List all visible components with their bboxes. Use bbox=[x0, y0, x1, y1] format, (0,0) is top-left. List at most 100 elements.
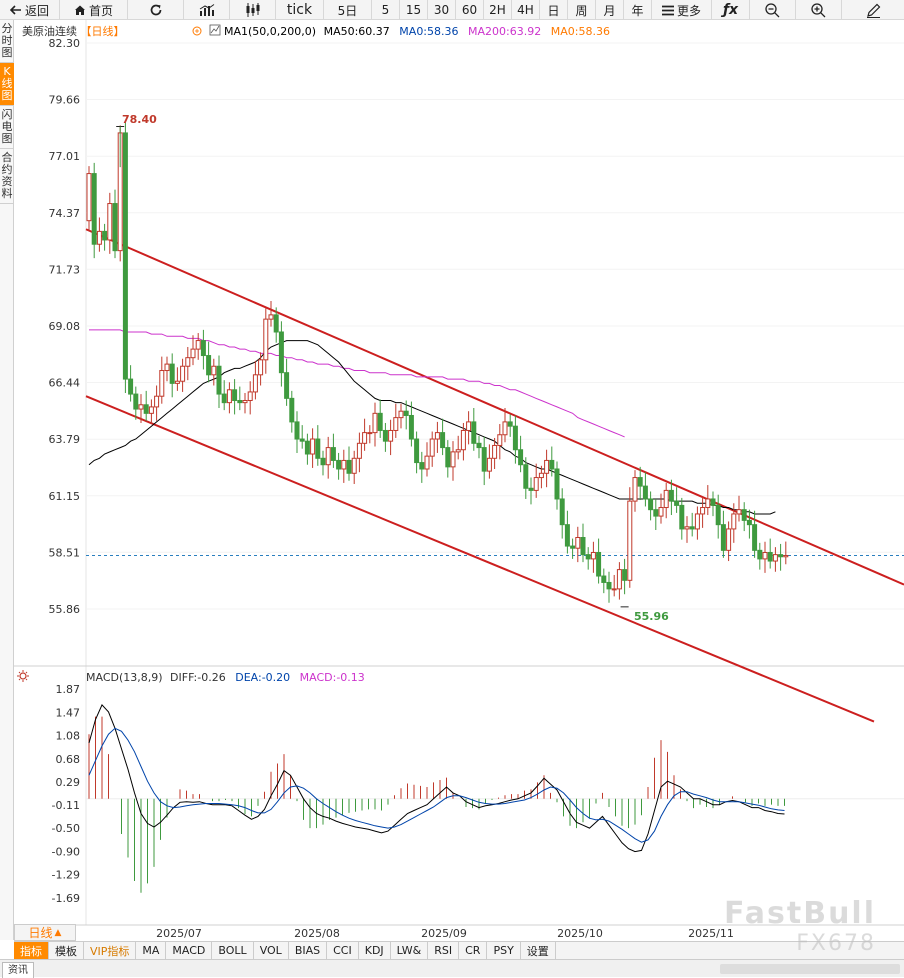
macd-value: MACD:-0.13 bbox=[300, 671, 365, 684]
period-button-5[interactable]: 2H bbox=[484, 0, 512, 20]
candle-body bbox=[523, 464, 529, 489]
candle bbox=[195, 333, 201, 360]
svg-text:MACD(13,8,9) DIFF:-0.26: MACD(13,8,9) DIFF:-0.26 DEA:-0.20 MACD:-… bbox=[86, 671, 365, 684]
date-tick-label: 2025/08 bbox=[294, 927, 340, 940]
zoom-in-icon bbox=[811, 2, 826, 17]
candlestick-button[interactable] bbox=[230, 0, 276, 20]
indicator-tab-14[interactable]: 设置 bbox=[521, 942, 556, 959]
indicator-tab-3[interactable]: MA bbox=[136, 942, 167, 959]
period-button-3[interactable]: 30 bbox=[428, 0, 456, 20]
mountain-chart-button[interactable] bbox=[184, 0, 230, 20]
candle-body bbox=[528, 487, 534, 491]
indicator-tab-6[interactable]: VOL bbox=[254, 942, 289, 959]
indicator-tab-1[interactable]: 模板 bbox=[49, 942, 84, 959]
indicator-tab-2[interactable]: VIP指标 bbox=[84, 942, 137, 959]
candle-body bbox=[466, 421, 472, 431]
period-label: 日 bbox=[547, 3, 560, 18]
home-button[interactable]: 首页 bbox=[60, 0, 128, 20]
candle bbox=[185, 346, 191, 381]
chart-area[interactable]: 82.30 79.66 77.01 74.37 71.73 69.08 66.44 63.79… bbox=[14, 20, 904, 940]
candle bbox=[486, 444, 492, 479]
candle bbox=[164, 356, 170, 382]
channel-lower-line bbox=[85, 395, 875, 723]
candle bbox=[705, 485, 711, 516]
candle-body bbox=[492, 444, 498, 459]
candle bbox=[663, 482, 669, 519]
indicator-line-icon bbox=[210, 25, 220, 34]
sidebar-tab-3[interactable]: 合约资料 bbox=[0, 149, 14, 204]
candle-body bbox=[133, 393, 139, 410]
candle-body bbox=[382, 429, 388, 442]
draw-tool-button[interactable] bbox=[842, 0, 904, 20]
sidebar-tab-0[interactable]: 分时图 bbox=[0, 20, 14, 63]
zoom-in-button[interactable] bbox=[796, 0, 842, 20]
period-button-1[interactable]: 5 bbox=[372, 0, 400, 20]
indicator-tab-0[interactable]: 指标 bbox=[14, 942, 49, 959]
indicator-tab-11[interactable]: RSI bbox=[428, 942, 460, 959]
indicator-tab-9[interactable]: KDJ bbox=[359, 942, 391, 959]
settings-circle-icon[interactable] bbox=[192, 26, 202, 36]
back-button[interactable]: 返回 bbox=[0, 0, 60, 20]
candle bbox=[616, 562, 622, 600]
candle-body bbox=[169, 363, 175, 384]
candle bbox=[367, 425, 373, 444]
tick-button[interactable]: tick bbox=[276, 0, 324, 20]
candle-body bbox=[642, 485, 648, 500]
date-tick-label: 2025/09 bbox=[421, 927, 467, 940]
candle-body bbox=[705, 498, 711, 509]
macd-dea-line bbox=[88, 727, 785, 843]
candle bbox=[622, 558, 628, 595]
period-button-4[interactable]: 60 bbox=[456, 0, 484, 20]
news-tab[interactable]: 资讯 bbox=[2, 962, 34, 978]
macd-settings-icon[interactable] bbox=[17, 670, 29, 682]
formula-button[interactable]: ƒx bbox=[712, 0, 750, 20]
period-button-8[interactable]: 周 bbox=[568, 0, 596, 20]
period-button-2[interactable]: 15 bbox=[400, 0, 428, 20]
more-button[interactable]: 更多 bbox=[652, 0, 712, 20]
candle bbox=[330, 433, 336, 468]
candle bbox=[726, 521, 732, 562]
period-button-9[interactable]: 月 bbox=[596, 0, 624, 20]
date-tick-label: 2025/07 bbox=[156, 927, 202, 940]
price-tick-label: 71.73 bbox=[49, 263, 81, 276]
sidebar-tab-1[interactable]: K线图 bbox=[0, 63, 14, 106]
zoom-out-button[interactable] bbox=[750, 0, 796, 20]
horizontal-scrollbar[interactable] bbox=[720, 964, 900, 974]
macd-tick-label: -1.69 bbox=[52, 892, 80, 905]
indicator-tab-8[interactable]: CCI bbox=[327, 942, 359, 959]
candle bbox=[211, 358, 217, 386]
period-button-10[interactable]: 年 bbox=[624, 0, 652, 20]
candle-body bbox=[122, 132, 128, 380]
period-button-6[interactable]: 4H bbox=[512, 0, 540, 20]
indicator-tab-4[interactable]: MACD bbox=[166, 942, 213, 959]
refresh-button[interactable] bbox=[128, 0, 184, 20]
period-button-7[interactable]: 日 bbox=[540, 0, 568, 20]
candle bbox=[143, 390, 149, 421]
indicator-tab-5[interactable]: BOLL bbox=[212, 942, 254, 959]
candle bbox=[554, 461, 560, 510]
candle-body bbox=[388, 429, 394, 442]
candle bbox=[216, 355, 222, 408]
candle bbox=[741, 502, 747, 532]
candle bbox=[382, 422, 388, 452]
candle bbox=[128, 365, 134, 402]
candle bbox=[294, 411, 300, 453]
indicator-tab-13[interactable]: PSY bbox=[487, 942, 521, 959]
candle bbox=[419, 451, 425, 483]
candle-body bbox=[434, 432, 440, 440]
candle-body bbox=[237, 399, 243, 404]
period-button-0[interactable]: 5日 bbox=[324, 0, 372, 20]
period-label: 周 bbox=[575, 3, 588, 18]
sidebar: 分时图 K线图 闪电图 合约资料 bbox=[0, 20, 14, 940]
candle-body bbox=[372, 412, 378, 434]
candle-body bbox=[107, 203, 113, 241]
indicator-tab-7[interactable]: BIAS bbox=[289, 942, 328, 959]
candle bbox=[273, 307, 279, 343]
period-dayline-button[interactable]: 日线 ▲ bbox=[14, 924, 76, 941]
price-tick-label: 63.79 bbox=[49, 433, 81, 446]
candle-body bbox=[346, 459, 352, 474]
indicator-tab-10[interactable]: LW& bbox=[391, 942, 429, 959]
candle-body bbox=[330, 447, 336, 461]
indicator-tab-12[interactable]: CR bbox=[459, 942, 488, 959]
sidebar-tab-2[interactable]: 闪电图 bbox=[0, 106, 14, 149]
